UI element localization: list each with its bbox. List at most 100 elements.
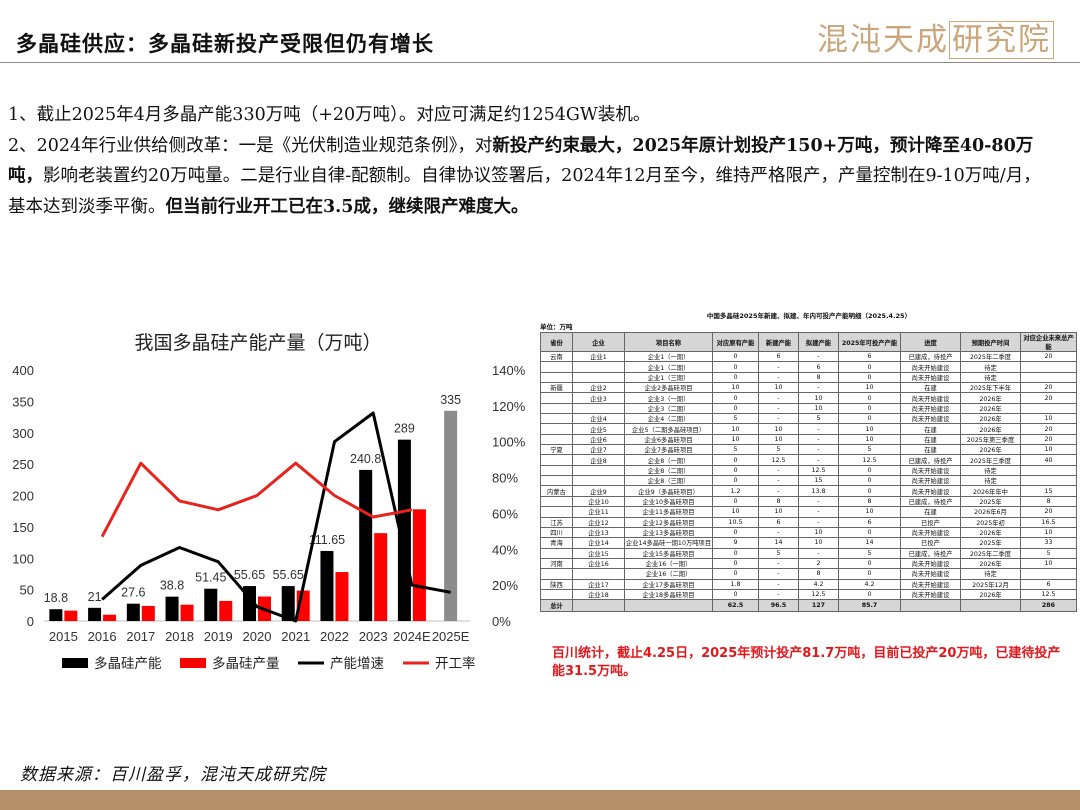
table-cell: 0 [712, 547, 759, 559]
table-cell: 企业3 [572, 392, 625, 404]
capacity-output-chart: 我国多晶硅产能产量（万吨） 0 50 100 150 200 250 300 350 400 0% 2… [12, 332, 525, 672]
bar [412, 509, 426, 621]
table-cell: 0 [838, 557, 901, 570]
table-cell: 尚未开始建设 [900, 464, 961, 477]
summary-note: 百川统计，截止4.25日，2025年预计投产81.7万吨，目前已投产20万吨，已… [552, 646, 1061, 679]
table-cell: 10 [1020, 557, 1077, 570]
table-cell: 10 [758, 506, 799, 518]
table-cell: 5 [758, 444, 799, 456]
table-cell: 尚未开始建设 [900, 413, 961, 425]
table-cell: 5 [798, 413, 839, 425]
table-cell: 0 [712, 495, 759, 508]
table-cell [540, 454, 573, 466]
data-label: 289 [394, 422, 415, 436]
table-cell: 待定 [960, 464, 1021, 477]
table-cell: 企业13多晶硅项目 [624, 526, 713, 539]
table-cell: 0 [838, 402, 901, 415]
table-cell: 在建 [900, 382, 961, 394]
table-cell: 10 [838, 382, 901, 394]
table-cell [540, 568, 573, 580]
table-cell: 2026年 [960, 557, 1021, 570]
table-cell: 企业10 [572, 495, 625, 508]
table-cell: 2026年 [960, 444, 1021, 456]
table-cell: 8 [1020, 495, 1077, 508]
table-header-cell: 对应企业未来总产能 [1020, 332, 1077, 352]
x-tick-label: 2019 [204, 629, 233, 644]
table-cell: 尚未开始建设 [900, 485, 961, 497]
table-cell: 5 [838, 444, 901, 456]
data-label: 51.45 [195, 571, 226, 585]
table-cell: 0 [838, 588, 901, 601]
logo-boxed-text: 研究院 [949, 21, 1054, 59]
table-header-cell: 2025年可投产产能 [838, 332, 901, 352]
table-cell: 待定 [960, 371, 1021, 384]
table-cell: 10 [838, 433, 901, 446]
table-cell: 5 [758, 547, 799, 559]
table-cell: - [758, 361, 799, 373]
chart-title: 我国多晶硅产能产量（万吨） [134, 332, 381, 354]
table-cell: 0 [712, 526, 759, 539]
table-header-cell: 拟建产能 [798, 332, 839, 352]
table-cell: 10 [712, 433, 759, 446]
table-cell: 企业12 [572, 516, 625, 528]
table-cell: 12.5 [798, 464, 839, 477]
table-cell: 企业18多晶硅项目 [624, 588, 713, 601]
x-tick-label: 2016 [88, 629, 117, 644]
table-cell: 96.5 [758, 599, 799, 613]
table-cell: 尚未开始建设 [900, 475, 961, 487]
table-cell: 0 [712, 361, 759, 373]
table-header-cell: 预期投产时间 [960, 332, 1021, 352]
table-cell: - [758, 557, 799, 570]
table-cell: 5 [712, 413, 759, 425]
table-cell: 待定 [960, 568, 1021, 580]
table-cell: 企业3（二期） [624, 402, 713, 415]
table-cell: 尚未开始建设 [900, 568, 961, 580]
table-cell: 企业14 [572, 537, 625, 549]
table-cell [572, 475, 625, 487]
y2-tick-label: 20% [492, 578, 518, 593]
table-cell: 20 [1020, 506, 1077, 518]
table-cell: 2026年 [960, 392, 1021, 404]
table-cell: 企业1（二期） [624, 361, 713, 373]
table-cell: 0 [712, 588, 759, 601]
table-cell [540, 464, 573, 477]
table-cell: 1.2 [712, 485, 759, 497]
table-cell: 15 [798, 475, 839, 487]
table-cell [540, 361, 573, 373]
table-cell: 10 [758, 423, 799, 435]
table-cell: 企业7多晶硅项目 [624, 444, 713, 456]
series-line [101, 411, 451, 623]
data-label: 55.65 [273, 568, 304, 582]
bar [281, 586, 295, 621]
table-cell: - [758, 526, 799, 539]
data-source: 数据来源：百川盈孚，混沌天成研究院 [20, 765, 326, 785]
table-cell: 14 [838, 537, 901, 549]
table-cell: 2025年下半年 [960, 382, 1021, 394]
table-cell [540, 433, 573, 446]
table-cell: 0 [838, 485, 901, 497]
table-cell: 286 [1020, 599, 1077, 613]
table-cell: - [758, 413, 799, 425]
y-tick-label: 300 [12, 426, 34, 441]
table-cell: 0 [712, 475, 759, 487]
table-cell: 10 [838, 506, 901, 518]
legend-label: 产能增速 [330, 656, 384, 672]
table-cell: 10 [1020, 526, 1077, 539]
table-cell: 10 [712, 423, 759, 435]
bar [49, 609, 63, 621]
table-cell: 云南 [540, 350, 573, 363]
table-cell: 0 [712, 402, 759, 415]
y2-tick-label: 60% [492, 506, 518, 521]
x-tick-label: 2024E [393, 629, 431, 644]
table-cell: - [798, 444, 839, 456]
table-cell: 企业1（三期） [624, 371, 713, 384]
table-cell: 20 [1020, 350, 1077, 363]
table-cell: 12.5 [798, 588, 839, 601]
table-cell: 12.5 [1020, 588, 1077, 601]
table-cell: 62.5 [712, 599, 759, 613]
table-cell: 2025年二季度 [960, 547, 1021, 559]
table-cell: 33 [1020, 537, 1077, 549]
table-cell: 企业9 [572, 485, 625, 497]
table-unit: 单位：万吨 [540, 323, 573, 331]
table-cell: 0 [838, 475, 901, 487]
